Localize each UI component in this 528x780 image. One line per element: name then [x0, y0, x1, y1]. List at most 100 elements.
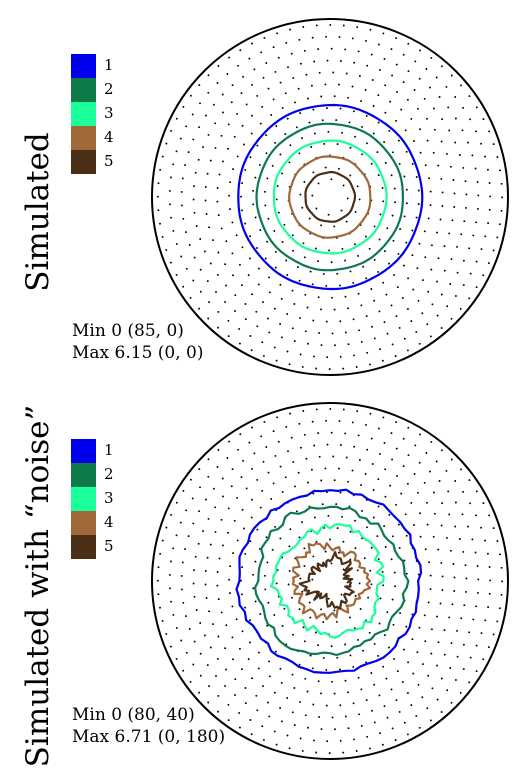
sample-dot [358, 713, 361, 716]
contour-level-1 [237, 103, 424, 291]
sample-dot [324, 166, 327, 169]
sample-dot [297, 471, 300, 474]
sample-dot [180, 574, 183, 577]
sample-dot [301, 137, 303, 140]
sample-dot [311, 36, 314, 39]
sample-dot [492, 143, 495, 146]
sample-dot [474, 551, 477, 554]
sample-dot [233, 519, 236, 522]
sample-dot [227, 507, 230, 510]
sample-dot [217, 710, 220, 713]
sample-dot [216, 657, 219, 660]
sample-dot [454, 480, 457, 482]
sample-dot [226, 457, 229, 459]
sample-dot [364, 235, 367, 238]
sample-dot [256, 94, 259, 97]
sample-dot [391, 727, 394, 730]
sample-dot [402, 81, 405, 84]
sample-dot [203, 250, 206, 253]
sample-dot [412, 524, 415, 526]
sample-dot [331, 332, 334, 335]
sample-dot [227, 123, 230, 126]
sample-dot [465, 206, 467, 209]
sample-dot [450, 701, 453, 704]
sample-dot [234, 694, 236, 696]
sample-dot [373, 299, 376, 302]
polar-contour-plot [151, 402, 509, 760]
sample-dot [208, 301, 211, 304]
sample-dot [291, 234, 294, 237]
sample-dot [421, 312, 424, 315]
sample-dot [486, 552, 489, 555]
sample-dot [326, 740, 329, 743]
sample-dot [299, 446, 302, 449]
sample-dot [334, 728, 336, 731]
sample-dot [216, 571, 219, 573]
sample-dot [480, 632, 483, 635]
contour-level-5 [304, 171, 357, 223]
sample-dot [182, 601, 185, 604]
sample-dot [425, 452, 428, 454]
sample-dot [202, 530, 204, 533]
sample-dot [454, 679, 457, 681]
sample-dot [383, 634, 386, 637]
sample-dot [410, 501, 413, 504]
sample-dot [231, 84, 234, 87]
sample-dot [370, 583, 373, 586]
sample-dot [395, 447, 398, 450]
sample-dot [381, 570, 384, 573]
sample-dot [421, 279, 424, 282]
sample-dot [323, 142, 326, 145]
sample-dot [265, 152, 268, 155]
sample-dot [492, 527, 495, 530]
sample-dot [418, 342, 421, 345]
sample-dot [394, 585, 397, 588]
sample-dot [404, 129, 407, 132]
sample-dot [413, 89, 416, 91]
sample-dot [279, 707, 282, 709]
sample-dot [232, 274, 234, 277]
sample-dot [353, 243, 356, 246]
sample-dot [441, 205, 444, 207]
sample-dot [250, 349, 253, 352]
sample-dot [259, 506, 262, 509]
sample-dot [251, 426, 254, 429]
sample-dot [281, 624, 284, 627]
sample-dot [326, 356, 329, 359]
sample-dot [349, 654, 352, 657]
sample-dot [348, 121, 351, 124]
sample-dot [172, 613, 175, 616]
sample-dot [169, 587, 171, 590]
legend-entry: 3 [71, 102, 151, 126]
sample-dot [205, 213, 208, 215]
sample-dot [266, 561, 269, 564]
sample-dot [388, 646, 390, 649]
sample-dot [339, 491, 342, 494]
sample-dot [384, 468, 387, 471]
sample-dot [393, 273, 396, 276]
sample-dot [377, 121, 380, 124]
sample-dot [475, 260, 478, 263]
sample-dot [229, 181, 232, 184]
sample-dot [441, 575, 444, 578]
sample-dot [290, 436, 293, 439]
sample-dot [217, 310, 220, 313]
sample-dot [468, 297, 471, 300]
sample-dot [199, 238, 202, 240]
sample-dot [432, 151, 435, 154]
sample-dot [195, 609, 198, 612]
sample-dot [468, 631, 471, 634]
sample-dot [170, 513, 173, 516]
sample-dot [239, 49, 242, 52]
sample-dot [383, 705, 386, 708]
sample-dot [436, 664, 438, 667]
sample-dot [398, 546, 401, 549]
sample-dot [241, 246, 244, 249]
sample-dot [354, 211, 357, 213]
sample-dot [412, 140, 415, 142]
sample-dot [370, 672, 373, 674]
sample-dot [424, 640, 427, 643]
sample-dot [407, 661, 410, 664]
sample-dot [429, 588, 432, 591]
sample-dot [279, 81, 282, 84]
